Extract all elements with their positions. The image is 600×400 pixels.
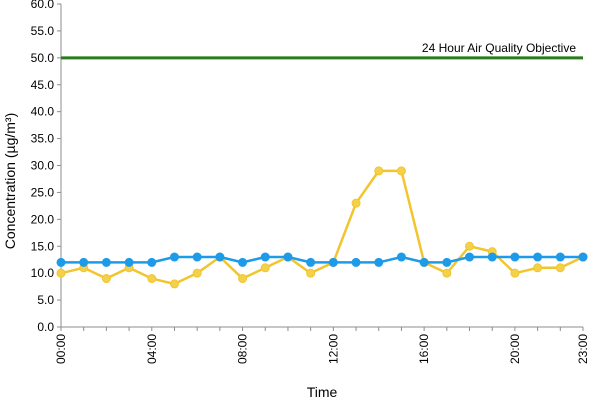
series-2-point <box>533 252 543 262</box>
y-tick-label: 25.0 <box>31 185 55 199</box>
series-2-point <box>328 257 338 267</box>
series-2-point <box>419 257 429 267</box>
x-tick-label: 00:00 <box>54 334 68 364</box>
series-1-point <box>260 263 270 273</box>
series-1-point <box>101 274 111 284</box>
series-1-point <box>374 166 384 176</box>
series-1-point <box>442 268 452 278</box>
air-quality-objective-label: 24 Hour Air Quality Objective <box>422 41 576 55</box>
series-2-point <box>283 252 293 262</box>
series-2-point <box>465 252 475 262</box>
series-2-point <box>238 257 248 267</box>
x-tick-label: 08:00 <box>236 334 250 364</box>
series-2-point <box>510 252 520 262</box>
series-1-point <box>555 263 565 273</box>
y-tick-label: 0.0 <box>37 320 54 334</box>
series-2-point <box>555 252 565 262</box>
y-tick-label: 55.0 <box>31 24 55 38</box>
x-axis-title: Time <box>307 384 338 400</box>
x-tick-label: 20:00 <box>508 334 522 364</box>
series-2-point <box>169 252 179 262</box>
y-tick-label: 35.0 <box>31 132 55 146</box>
series-2-point <box>101 257 111 267</box>
reference-line-group: 24 Hour Air Quality Objective <box>61 41 583 60</box>
series-2-point <box>374 257 384 267</box>
y-tick-label: 5.0 <box>37 293 54 307</box>
x-tick-label: 16:00 <box>417 334 431 364</box>
y-tick-label: 30.0 <box>31 159 55 173</box>
y-tick-label: 15.0 <box>31 239 55 253</box>
series-1-point <box>192 268 202 278</box>
series-1-point <box>465 241 475 251</box>
y-tick-label: 45.0 <box>31 78 55 92</box>
series-2-point <box>56 257 66 267</box>
series-1-point <box>510 268 520 278</box>
series-1-line <box>60 169 584 286</box>
series-1-point <box>238 274 248 284</box>
series-2-point <box>578 252 588 262</box>
series-2-point <box>79 257 89 267</box>
y-tick-label: 50.0 <box>31 51 55 65</box>
series-2-line <box>61 255 583 264</box>
series-2-point <box>215 252 225 262</box>
series-2-point <box>442 257 452 267</box>
series-2-point <box>147 257 157 267</box>
y-axis-title: Concentration (µg/m³) <box>2 113 18 249</box>
series-2-point <box>260 252 270 262</box>
series-1-point <box>147 274 157 284</box>
x-tick-label: 23:00 <box>576 334 590 364</box>
series-2-point <box>487 252 497 262</box>
series-1-point <box>351 198 361 208</box>
series-1 <box>56 166 588 289</box>
series-2-point <box>396 252 406 262</box>
x-axis: 00:00 04:00 08:00 12:00 16:00 20:00 23:00 <box>54 326 590 364</box>
series-group <box>56 166 588 289</box>
series-2-point <box>124 257 134 267</box>
y-tick-label: 10.0 <box>31 266 55 280</box>
y-tick-label: 60.0 <box>31 0 55 11</box>
series-1-point <box>56 268 66 278</box>
y-axis: 0.0 5.0 10.0 15.0 20.0 25.0 30.0 35.0 40.0 45.0 50… <box>31 0 62 334</box>
series-2-point <box>351 257 361 267</box>
series-2-point <box>306 257 316 267</box>
series-1-point <box>169 279 179 289</box>
x-tick-label: 04:00 <box>145 334 159 364</box>
series-2 <box>56 252 588 267</box>
series-2-point <box>192 252 202 262</box>
series-1-point <box>533 263 543 273</box>
x-tick-label: 12:00 <box>326 334 340 364</box>
y-tick-label: 40.0 <box>31 105 55 119</box>
series-1-point <box>396 166 406 176</box>
y-tick-label: 20.0 <box>31 212 55 226</box>
series-1-point <box>306 268 316 278</box>
